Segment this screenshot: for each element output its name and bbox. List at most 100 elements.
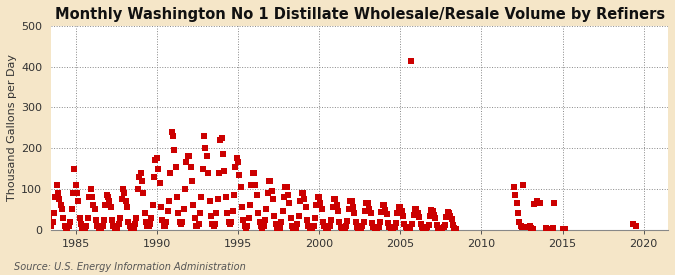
Point xyxy=(368,225,379,229)
Point xyxy=(209,221,220,226)
Point xyxy=(213,170,224,175)
Point xyxy=(130,221,140,226)
Point xyxy=(221,211,232,216)
Point xyxy=(287,224,298,228)
Point xyxy=(194,211,205,216)
Point xyxy=(85,187,96,191)
Point xyxy=(123,219,134,224)
Point xyxy=(345,199,356,204)
Point xyxy=(439,223,450,227)
Point xyxy=(357,224,368,228)
Point xyxy=(72,191,82,195)
Point xyxy=(283,193,294,197)
Point xyxy=(317,207,327,211)
Point xyxy=(136,179,147,183)
Point xyxy=(45,221,55,226)
Point xyxy=(153,166,163,171)
Point xyxy=(228,193,239,197)
Point xyxy=(105,205,116,210)
Point xyxy=(275,226,286,230)
Point xyxy=(392,211,403,216)
Point xyxy=(519,225,530,229)
Point xyxy=(143,224,154,228)
Point xyxy=(77,226,88,230)
Point xyxy=(321,226,331,230)
Point xyxy=(314,195,325,199)
Point xyxy=(154,181,165,185)
Point xyxy=(201,154,212,159)
Point xyxy=(396,209,407,214)
Point xyxy=(189,215,200,220)
Point xyxy=(252,193,263,197)
Point xyxy=(241,226,252,230)
Point xyxy=(39,183,50,187)
Point xyxy=(443,211,454,216)
Point xyxy=(59,224,70,228)
Point xyxy=(173,211,184,216)
Point xyxy=(51,183,62,187)
Point xyxy=(68,191,78,195)
Point xyxy=(331,203,342,208)
Point xyxy=(628,221,639,226)
Point xyxy=(298,191,308,195)
Point xyxy=(524,224,535,228)
Point xyxy=(412,211,423,215)
Point xyxy=(542,226,553,231)
Point xyxy=(435,227,446,231)
Point xyxy=(389,224,400,229)
Point xyxy=(329,197,340,201)
Point xyxy=(262,191,273,195)
Point xyxy=(171,195,182,199)
Point xyxy=(418,227,429,231)
Point xyxy=(388,226,399,231)
Point xyxy=(70,183,81,187)
Point xyxy=(236,185,246,189)
Point xyxy=(219,169,230,173)
Point xyxy=(286,215,296,220)
Point xyxy=(200,146,211,150)
Point xyxy=(338,226,349,230)
Point xyxy=(356,226,367,230)
Point xyxy=(322,226,333,230)
Point xyxy=(365,211,376,216)
Point xyxy=(142,224,153,228)
Point xyxy=(223,219,234,224)
Point xyxy=(546,226,557,231)
Point xyxy=(80,226,90,230)
Point xyxy=(558,227,569,232)
Point xyxy=(113,221,124,226)
Point xyxy=(165,170,176,175)
Point xyxy=(371,226,381,231)
Point xyxy=(369,226,380,231)
Point xyxy=(174,219,185,224)
Point xyxy=(178,207,189,211)
Point xyxy=(560,226,570,231)
Point xyxy=(269,213,280,218)
Point xyxy=(84,195,95,199)
Point xyxy=(529,202,539,207)
Point xyxy=(327,205,338,210)
Point xyxy=(288,226,299,230)
Point xyxy=(307,226,318,230)
Point xyxy=(266,189,277,193)
Point xyxy=(128,226,139,230)
Point xyxy=(115,215,126,220)
Point xyxy=(47,219,58,224)
Point xyxy=(304,226,315,230)
Point xyxy=(349,210,360,215)
Point xyxy=(62,226,73,230)
Point xyxy=(381,212,392,216)
Point xyxy=(272,226,283,230)
Point xyxy=(549,201,560,205)
Point xyxy=(512,211,523,216)
Point xyxy=(232,156,242,161)
Point xyxy=(354,226,365,230)
Point xyxy=(150,158,161,163)
Point xyxy=(63,224,74,228)
Point xyxy=(334,219,345,224)
Point xyxy=(215,138,226,142)
Point xyxy=(111,226,122,230)
Point xyxy=(101,193,112,197)
Point xyxy=(291,226,302,230)
Point xyxy=(302,217,313,222)
